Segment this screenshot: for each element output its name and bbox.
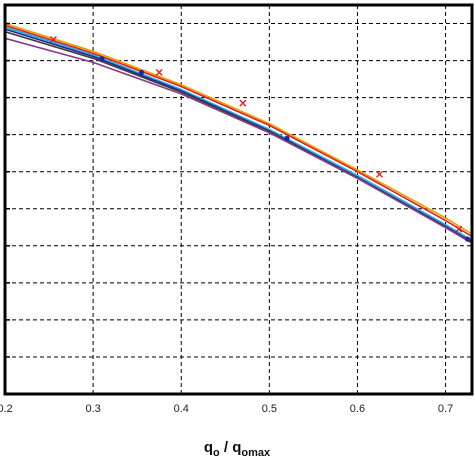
- series-line-4: [4, 30, 473, 244]
- series-1-point-3: [375, 170, 383, 178]
- x-tick-label-0: 0.2: [0, 403, 13, 415]
- x-axis-label-q: q: [204, 439, 213, 456]
- x-tick-label-2: 0.4: [174, 403, 189, 415]
- series-3-point-3: [464, 236, 471, 242]
- grid-layer: [5, 5, 472, 394]
- series-1-point-0: [49, 35, 57, 43]
- x-tick-label-4: 0.6: [350, 403, 365, 415]
- tick-layer: 0.2 0.3 0.4 0.5 0.6 0.7: [0, 22, 453, 415]
- x-axis-label: qo / qomax: [204, 439, 271, 459]
- series-1-point-4: [455, 225, 463, 233]
- series-1-point-2: [239, 99, 247, 107]
- marker-layer: [49, 35, 471, 242]
- series-1-point-1: [155, 68, 163, 76]
- x-tick-label-3: 0.5: [262, 403, 277, 415]
- series-3-point-2: [284, 135, 290, 141]
- series-line-2: [4, 26, 473, 241]
- x-axis-label-q-denom: q: [232, 439, 241, 456]
- x-tick-label-5: 0.7: [438, 403, 453, 415]
- x-tick-label-1: 0.3: [85, 403, 100, 415]
- series-line-0: [4, 22, 473, 235]
- series-3-point-0: [99, 56, 105, 62]
- series-layer: [4, 22, 473, 244]
- plot-frame: [3, 3, 474, 396]
- x-axis-label-sep: /: [220, 439, 233, 456]
- series-3-point-1: [138, 69, 145, 76]
- series-line-5: [4, 37, 473, 244]
- x-axis-label-sub-omax: omax: [241, 447, 271, 459]
- series-line-1: [4, 24, 473, 238]
- x-axis-label-sub-o: o: [213, 447, 220, 459]
